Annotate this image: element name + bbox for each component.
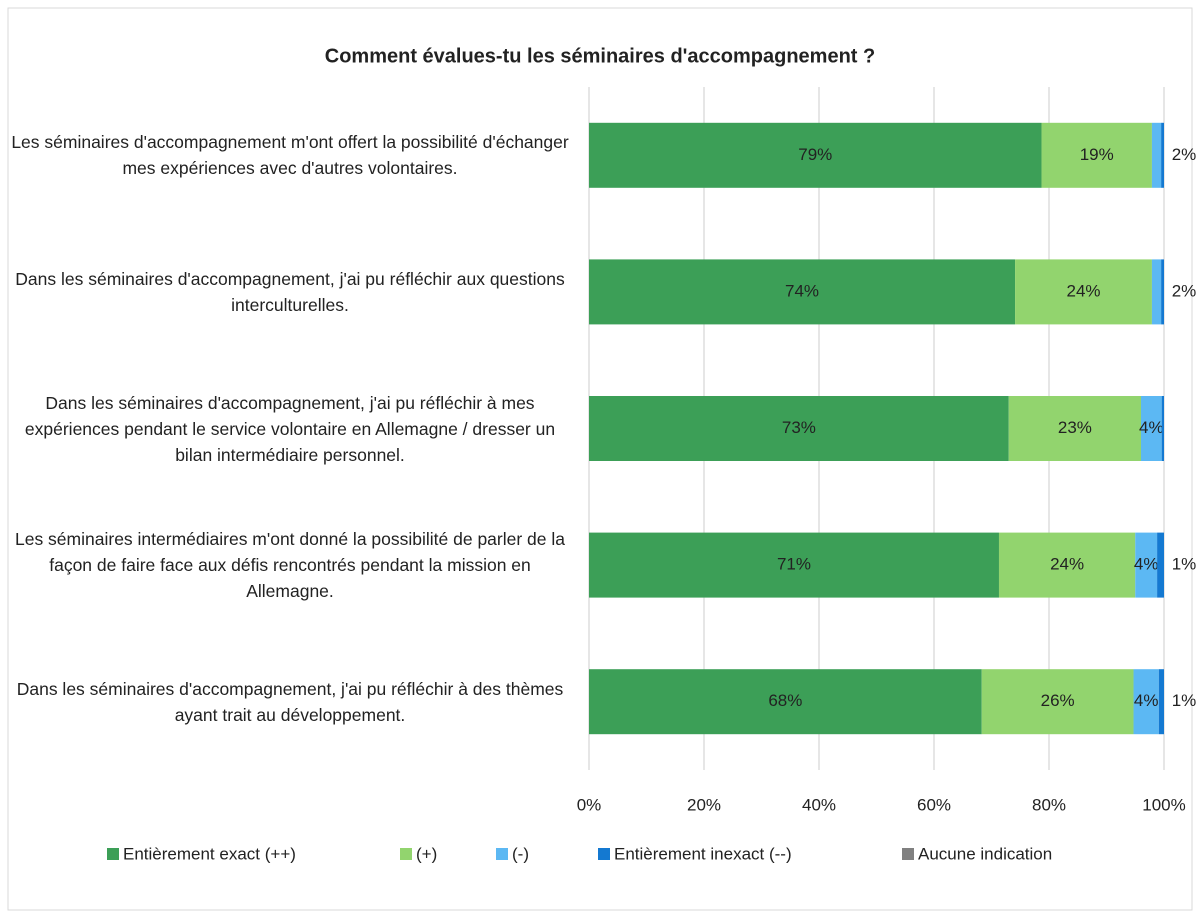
- bar-segment: [1151, 259, 1162, 325]
- bar-segment: [1157, 532, 1164, 598]
- legend-swatch: [400, 848, 412, 860]
- data-label: 73%: [782, 418, 816, 437]
- data-label: 23%: [1058, 418, 1092, 437]
- data-label: 4%: [1139, 418, 1164, 437]
- data-label: 24%: [1066, 281, 1100, 300]
- bar-segment: [1161, 122, 1164, 188]
- bar-segment: [1135, 532, 1158, 598]
- legend-swatch: [902, 848, 914, 860]
- bar-segment: [1008, 396, 1141, 461]
- data-label: 1%: [1172, 691, 1197, 710]
- x-tick-label: 20%: [687, 795, 721, 814]
- bar-segment: [1158, 669, 1164, 735]
- x-tick-label: 60%: [917, 795, 951, 814]
- legend-label: Aucune indication: [918, 844, 1052, 863]
- data-label: 19%: [1080, 145, 1114, 164]
- bar-segment: [589, 259, 1016, 325]
- data-label: 26%: [1041, 691, 1075, 710]
- bar-segment: [1161, 259, 1164, 325]
- legend-swatch: [496, 848, 508, 860]
- data-label: 74%: [785, 281, 819, 300]
- data-label: 68%: [768, 691, 802, 710]
- legend-swatch: [598, 848, 610, 860]
- bar-segment: [981, 669, 1134, 735]
- bar-segment: [1161, 396, 1164, 461]
- category-label: Les séminaires intermédiaires m'ont donn…: [14, 529, 566, 602]
- bar-segment: [1141, 396, 1162, 461]
- bar-segment: [998, 532, 1136, 598]
- bar-segment: [1151, 122, 1162, 188]
- bar-segment: [1041, 122, 1152, 188]
- data-label: 4%: [1134, 555, 1159, 574]
- x-tick-label: 40%: [802, 795, 836, 814]
- category-label: Dans les séminaires d'accompagnement, j'…: [24, 392, 556, 465]
- legend-swatch: [107, 848, 119, 860]
- x-tick-label: 0%: [577, 795, 602, 814]
- data-label: 1%: [1172, 555, 1197, 574]
- data-label: 79%: [798, 145, 832, 164]
- bar-segment: [589, 532, 999, 598]
- bar-segment: [1133, 669, 1159, 735]
- legend-label: (-): [512, 844, 529, 863]
- data-label: 4%: [1134, 691, 1159, 710]
- data-label: 2%: [1172, 145, 1197, 164]
- bar-segment: [589, 669, 982, 735]
- data-label: 2%: [1172, 281, 1197, 300]
- x-tick-label: 100%: [1142, 795, 1185, 814]
- legend-label: (+): [416, 844, 437, 863]
- data-label: 71%: [777, 555, 811, 574]
- bar-segment: [589, 396, 1009, 461]
- legend-label: Entièrement inexact (--): [614, 844, 792, 863]
- chart-title: Comment évalues-tu les séminaires d'acco…: [325, 45, 876, 67]
- data-label: 24%: [1050, 555, 1084, 574]
- bar-segment: [589, 122, 1042, 188]
- category-label: Dans les séminaires d'accompagnement, j'…: [16, 678, 564, 725]
- legend-label: Entièrement exact (++): [123, 844, 296, 863]
- x-tick-label: 80%: [1032, 795, 1066, 814]
- category-label: Dans les séminaires d'accompagnement, j'…: [15, 268, 565, 315]
- bar-segment: [1015, 259, 1152, 325]
- category-label: Les séminaires d'accompagnement m'ont of…: [11, 132, 569, 179]
